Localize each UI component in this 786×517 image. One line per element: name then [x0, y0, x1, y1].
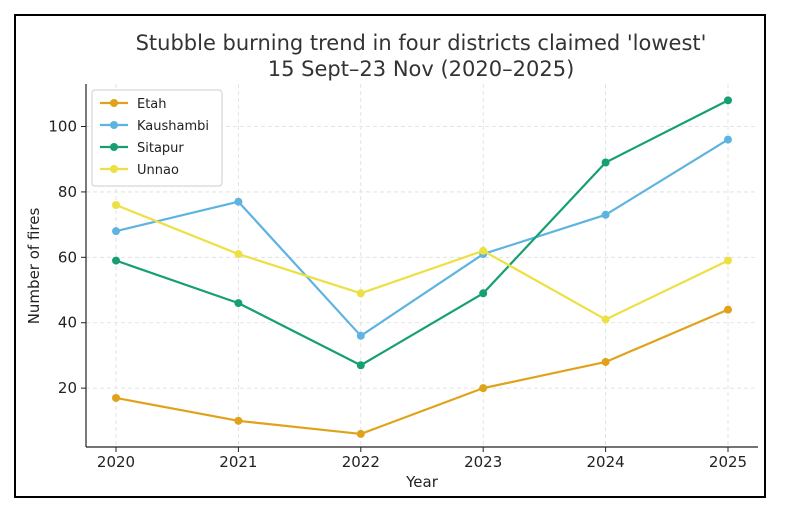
legend-swatch-marker-etah	[110, 99, 118, 107]
x-tick-label: 2021	[219, 453, 257, 471]
data-point-kaushambi	[356, 331, 365, 340]
x-tick-label: 2023	[464, 453, 502, 471]
y-tick-label: 100	[48, 118, 77, 136]
chart-title: Stubble burning trend in four districts …	[136, 31, 707, 55]
y-axis-label: Number of fires	[25, 208, 43, 325]
data-point-sitapur	[479, 289, 488, 298]
series-line-etah	[115, 308, 729, 436]
x-tick-label: 2022	[342, 453, 380, 471]
data-point-sitapur	[112, 256, 120, 265]
data-point-kaushambi	[234, 197, 243, 206]
y-tick-label: 40	[58, 314, 77, 332]
data-point-sitapur	[356, 361, 365, 370]
data-point-sitapur	[601, 158, 610, 167]
legend: Etah Kaushambi Sitapur Unnao	[91, 89, 223, 187]
series-line-kaushambi	[115, 138, 729, 337]
legend-label-unnao: Unnao	[137, 163, 179, 178]
series-line-unnao	[115, 203, 729, 321]
series-line-sitapur	[115, 99, 729, 367]
data-point-unnao	[356, 289, 365, 298]
x-axis-label: Year	[405, 473, 439, 491]
legend-swatch-marker-sitapur	[110, 143, 118, 151]
y-tick-label: 80	[58, 183, 77, 201]
x-tick-label: 2025	[709, 453, 747, 471]
data-point-etah	[356, 429, 365, 438]
series-lines	[112, 96, 732, 438]
data-point-sitapur	[724, 96, 732, 105]
data-point-unnao	[479, 246, 488, 255]
data-point-kaushambi	[724, 135, 732, 144]
legend-swatch-marker-unnao	[110, 165, 118, 173]
tick-labels: 2020 2021 2022 2023 2024 2025 20 40 60 80 100	[48, 118, 747, 471]
data-point-etah	[479, 384, 488, 393]
data-point-unnao	[724, 256, 732, 265]
y-tick-label: 20	[58, 379, 77, 397]
data-point-unnao	[112, 201, 120, 209]
data-point-unnao	[234, 250, 243, 259]
y-tick-label: 60	[58, 248, 77, 266]
legend-label-sitapur: Sitapur	[137, 141, 184, 156]
chart-subtitle: 15 Sept–23 Nov (2020–2025)	[268, 57, 575, 81]
x-tick-label: 2020	[97, 453, 135, 471]
data-point-unnao	[601, 315, 610, 324]
data-point-etah	[112, 393, 120, 402]
legend-label-kaushambi: Kaushambi	[137, 119, 209, 134]
axes	[81, 84, 758, 452]
legend-swatch-marker-kaushambi	[110, 121, 118, 129]
data-point-sitapur	[234, 299, 243, 308]
data-point-kaushambi	[112, 227, 120, 236]
data-point-etah	[601, 357, 610, 366]
legend-label-etah: Etah	[137, 97, 167, 112]
data-point-etah	[724, 305, 732, 314]
data-point-etah	[234, 416, 243, 425]
legend-box	[91, 89, 223, 187]
x-tick-label: 2024	[587, 453, 625, 471]
data-point-kaushambi	[601, 210, 610, 219]
